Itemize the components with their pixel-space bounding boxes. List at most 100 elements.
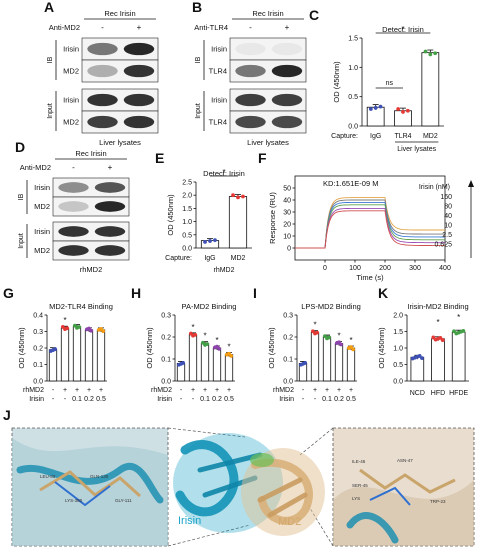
bar [346,347,356,382]
blot-bottom-label: Liver lysates [247,138,289,147]
right-inset-ribbon [333,480,474,546]
residue-label: LEU-83 [40,474,56,479]
blot-row-label: Irisin [63,45,79,54]
data-point [373,105,378,110]
blot-bottom-label: Liver lysates [99,138,141,147]
blot-band [235,64,266,78]
y-tick-label: 0.5 [393,362,403,369]
blot-band [58,226,89,237]
blot-plus: + [285,23,290,32]
irisin-dose: 0.2 [334,396,344,403]
blot-ab-label: Anti-MD2 [49,23,80,32]
blot-band [235,42,266,56]
panel-letter-D: D [15,139,25,155]
y-tick-label: 0.5 [182,232,192,239]
annotation-star: * [401,25,404,34]
data-point [193,332,198,337]
panel-letter-B: B [192,0,202,15]
blot-row-label: TLR4 [209,67,227,76]
irisin-dose: 0.2 [84,396,94,403]
irisin-dose: 0.1 [322,396,332,403]
residue-label: TRP-23 [430,499,446,504]
x-tick-label: 400 [439,265,451,272]
blot-row-label: MD2 [63,118,79,127]
bar [228,196,248,249]
blot-top-label: Rec Irisin [75,149,106,158]
irisin-dose: - [302,396,305,403]
blot-input-label: Input [18,233,25,249]
blot-band [87,93,118,107]
left-helix [16,463,164,504]
blot-row-label: Irisin [211,96,227,105]
legend-entry: 80 [444,204,452,211]
y-tick-label: 0.3 [161,313,171,320]
chart-title: KD:1.651E-09 M [323,179,378,188]
rhmd2-sign: + [337,387,341,394]
panel-letter-J: J [3,407,11,423]
rhmd2-sign: + [191,387,195,394]
chart-title: Irisin-MD2 Binding [407,302,468,311]
blot-band [58,245,89,256]
irisin-row-label: Irisin [279,396,294,403]
blot-input-label: Input [195,103,202,119]
blot-band [123,93,155,107]
panel-letter-A: A [44,0,54,15]
plot-frame [294,175,446,261]
x-tick-label: 300 [409,265,421,272]
rhmd2-sign: + [87,387,91,394]
right-sticks-blue [369,486,411,506]
blot-plus: + [137,23,142,32]
bar [224,354,234,382]
connector-dash [167,427,246,438]
rhmd2-sign: + [203,387,207,394]
blot-row-label: Irisin [34,183,50,192]
y-tick-label: 1.0 [348,65,358,72]
y-tick-label: 2.0 [393,313,403,320]
blot-band [123,64,155,78]
blot-row-label: TLR4 [209,118,227,127]
y-tick-label: 0.0 [348,124,358,131]
blot-band [123,115,155,129]
blot-ab-label: Anti-MD2 [20,163,51,172]
chart-title: Detect: Irisin [203,169,245,178]
blot-row-label: MD2 [34,202,50,211]
legend-entry: 10 [444,223,452,230]
data-point [315,330,320,335]
legend-entry: 160 [440,194,452,201]
irisin-dose: - [52,396,55,403]
blot-ib-label: IB [18,193,25,200]
bar [410,356,425,382]
irisin-dose: 0.1 [72,396,82,403]
irisin-dose: 0.2 [212,396,222,403]
blot-row-label: Irisin [34,227,50,236]
irisin-dose: - [192,396,195,403]
blot-top-label: Rec Irisin [252,9,283,18]
group-label: rhMD2 [213,267,234,274]
blot-band [58,201,89,212]
bar [431,338,445,382]
y-axis-label: OD (450nm) [377,327,386,369]
blot-band [271,42,303,56]
irisin-ribbon [175,440,239,517]
rhmd2-sign: + [325,387,329,394]
blot-minus: - [72,163,75,172]
residue-label: ASN-47 [397,458,413,463]
blot-band [87,42,118,56]
residue-label: LYS-380 [65,498,83,503]
y-tick-label: 1.5 [348,36,358,43]
annotation-star: * [63,316,66,325]
left-sticks [39,470,142,498]
bar [84,329,94,382]
y-tick-label: 0.2 [283,335,293,342]
blot-band [87,64,118,78]
data-point [229,354,234,358]
rhmd2-sign: + [99,387,103,394]
irisin-dose: - [64,396,67,403]
data-point [208,239,212,243]
panel-letter-H: H [131,285,141,301]
legend-entry: 0.625 [434,242,452,249]
blot-band [271,93,303,107]
rhmd2-sign: + [227,387,231,394]
bar [421,52,440,127]
